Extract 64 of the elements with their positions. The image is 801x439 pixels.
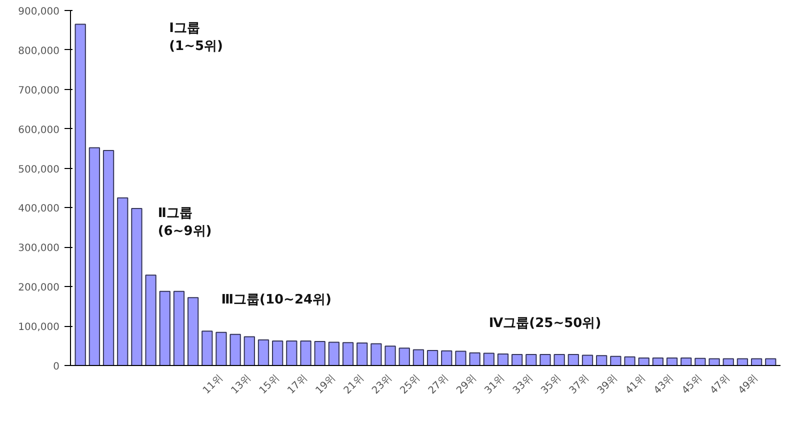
bar: [272, 340, 284, 366]
y-tick-label: 800,000: [18, 46, 60, 57]
annotation: Ⅰ그룹 (1~5위): [169, 21, 223, 54]
annotation: Ⅲ그룹(10~24위): [221, 292, 332, 308]
y-tick-label: 300,000: [18, 243, 60, 254]
bar: [286, 340, 298, 366]
bar: [314, 340, 326, 366]
y-tick-label: 900,000: [18, 6, 60, 18]
bar: [102, 150, 114, 366]
bar: [680, 358, 692, 366]
bar: [426, 350, 438, 366]
bar: [582, 354, 594, 366]
y-tick-label: 600,000: [18, 124, 60, 136]
y-tick-label: 200,000: [18, 282, 60, 294]
bar: [441, 350, 452, 366]
bar: [88, 147, 100, 366]
bar: [765, 358, 776, 366]
bar: [568, 354, 579, 366]
y-tick-label: 700,000: [18, 85, 60, 96]
bar: [216, 332, 227, 366]
y-tick-label: 400,000: [18, 204, 60, 215]
y-tick-label: 100,000: [18, 322, 60, 334]
bar: [117, 197, 128, 366]
bar: [398, 348, 410, 366]
bar: [356, 342, 368, 366]
bar: [652, 358, 664, 366]
bar: [497, 354, 509, 366]
bar: [230, 334, 241, 366]
bar: [74, 24, 86, 366]
bar: [694, 358, 706, 366]
bar: [540, 354, 551, 366]
bar: [610, 356, 622, 366]
bar: [638, 358, 650, 366]
bar: [511, 354, 523, 366]
bar: [750, 358, 762, 366]
bar: [736, 358, 748, 366]
bar: [384, 346, 396, 366]
bar: [554, 354, 565, 366]
bar: [722, 358, 734, 366]
bar: [412, 349, 424, 366]
bar: [131, 208, 142, 366]
bar: [173, 290, 185, 366]
y-tick-label: 500,000: [18, 164, 60, 176]
bar: [483, 352, 494, 366]
bar: [258, 339, 270, 366]
bar: [624, 356, 636, 366]
bar: [159, 290, 170, 366]
bar: [469, 352, 480, 366]
bar: [202, 330, 213, 366]
bar: [666, 358, 678, 366]
bar: [187, 297, 199, 366]
bar: [708, 358, 720, 366]
bar: [370, 343, 382, 366]
y-tick-label: 0: [53, 362, 60, 372]
bar: [342, 342, 354, 366]
annotation: Ⅱ그룹 (6~9위): [158, 206, 212, 239]
bar: [145, 274, 156, 366]
annotation: Ⅳ그룹(25~50위): [488, 316, 602, 331]
bar: [244, 336, 255, 366]
bar: [455, 350, 466, 366]
bar: [328, 342, 340, 366]
bar: [596, 355, 608, 366]
bar: [526, 354, 537, 366]
bar: [300, 340, 312, 366]
